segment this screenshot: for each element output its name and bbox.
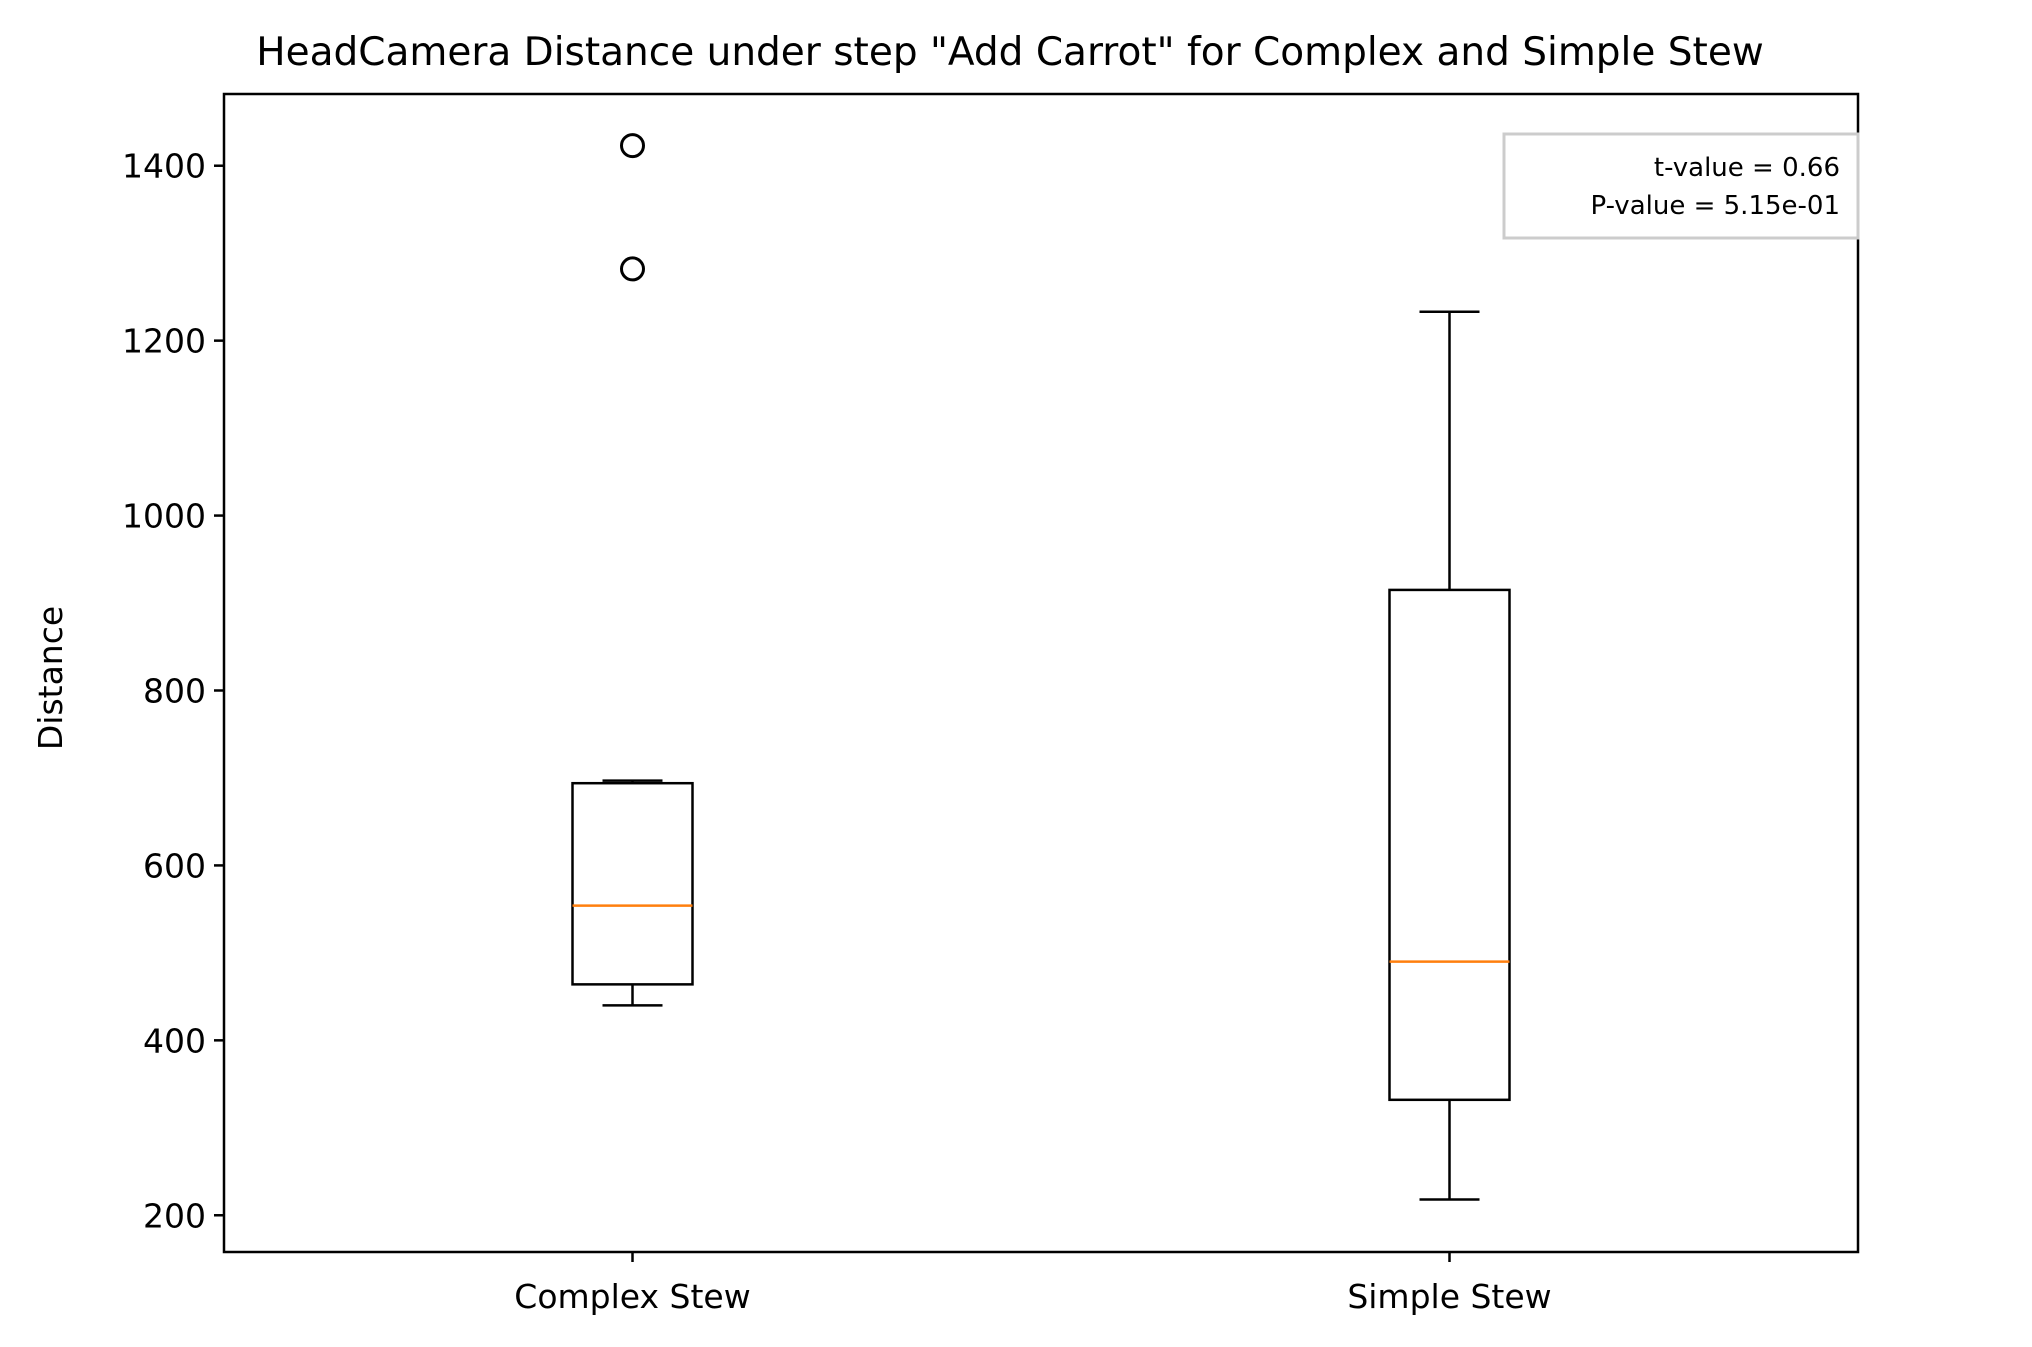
y-tick-label: 600 [143, 846, 206, 885]
stats-annotation: t-value = 0.66 P-value = 5.15e-01 [1502, 132, 1860, 240]
p-value-label: P-value = 5.15e-01 [1591, 191, 1840, 221]
x-tick-label: Complex Stew [514, 1277, 750, 1316]
y-tick-label: 800 [143, 671, 206, 710]
x-tick-label: Simple Stew [1347, 1277, 1551, 1316]
outlier-point [620, 133, 645, 159]
y-tick-label: 1400 [122, 147, 206, 186]
y-tick-label: 400 [143, 1021, 206, 1060]
x-axis: Complex Stew Simple Stew [514, 1252, 1552, 1316]
outlier-point [620, 256, 645, 282]
y-axis: 200 400 600 800 1000 1200 1400 [122, 147, 224, 1235]
chart-title: HeadCamera Distance under step "Add Carr… [256, 30, 1763, 75]
box-complex-stew [571, 133, 694, 1007]
t-value-label: t-value = 0.66 [1654, 153, 1840, 183]
stats-annotation-box [1502, 132, 1860, 240]
y-tick-label: 1200 [122, 322, 206, 361]
iqr-box [1388, 588, 1511, 1102]
iqr-box [571, 781, 694, 986]
y-axis-label: Distance [31, 606, 70, 750]
y-tick-label: 1000 [122, 497, 206, 536]
box-simple-stew [1388, 310, 1511, 1201]
y-tick-label: 200 [143, 1196, 206, 1235]
plot-frame [222, 92, 1860, 1254]
box-plots [571, 133, 1511, 1201]
